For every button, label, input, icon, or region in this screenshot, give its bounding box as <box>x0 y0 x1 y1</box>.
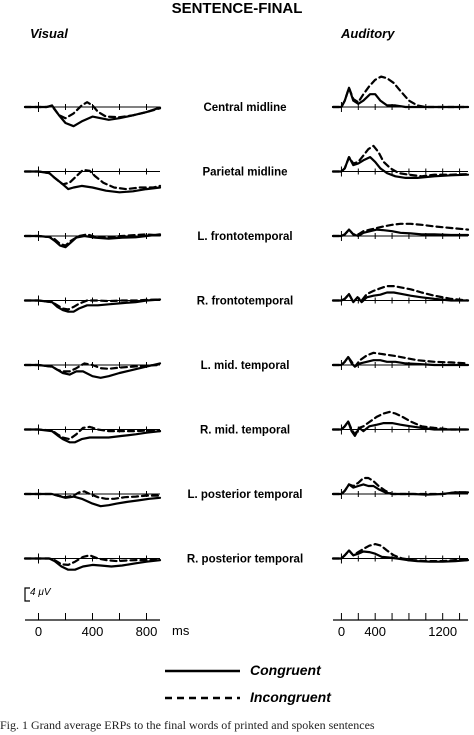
visual-x-tick-label: 400 <box>82 624 104 639</box>
figure-caption: Fig. 1 Grand average ERPs to the final w… <box>0 718 375 732</box>
electrode-label: R. frontotemporal <box>197 296 293 308</box>
auditory-r-mid-temporal-incongruent-wave <box>331 410 470 436</box>
electrode-label: Central midline <box>203 102 286 114</box>
auditory-l-posterior-temporal-incongruent-wave <box>331 476 470 496</box>
electrode-label: L. frontotemporal <box>197 231 292 243</box>
visual-parietal-midline-congruent-wave <box>23 170 162 194</box>
visual-parietal-midline-incongruent-wave <box>23 168 162 191</box>
visual-x-tick-label: 0 <box>35 624 42 639</box>
figure-title: SENTENCE-FINAL <box>172 0 303 17</box>
visual-l-mid-temporal-incongruent-wave <box>23 362 162 373</box>
electrode-labels: Central midline Parietal midline L. fronto… <box>187 102 303 566</box>
visual-l-posterior-temporal-congruent-wave <box>23 492 162 508</box>
visual-r-mid-temporal-incongruent-wave <box>23 425 162 441</box>
auditory-r-posterior-temporal-incongruent-wave <box>331 542 470 563</box>
auditory-x-tick-label: 1200 <box>428 624 457 639</box>
incongruent-legend-label: Incongruent <box>250 689 332 705</box>
electrode-label: Parietal midline <box>202 167 287 179</box>
auditory-parietal-midline-congruent-wave <box>331 156 470 179</box>
electrode-label: L. posterior temporal <box>187 489 302 501</box>
electrode-label: L. mid. temporal <box>201 360 290 372</box>
visual-r-posterior-temporal-incongruent-wave <box>23 554 162 567</box>
auditory-panel <box>331 75 470 564</box>
visual-panel-title: Visual <box>30 26 68 41</box>
visual-l-posterior-temporal-incongruent-wave <box>23 490 162 500</box>
legend: Congruent Incongruent <box>165 662 332 705</box>
visual-central-midline-incongruent-wave <box>23 101 162 120</box>
auditory-r-frontotemporal-incongruent-wave <box>331 285 470 304</box>
visual-x-tick-label: 800 <box>136 624 158 639</box>
auditory-x-tick-label: 400 <box>364 624 386 639</box>
visual-l-frontotemporal-incongruent-wave <box>23 233 162 247</box>
visual-r-frontotemporal-incongruent-wave <box>23 298 162 311</box>
auditory-l-mid-temporal-incongruent-wave <box>331 351 470 368</box>
auditory-panel-title: Auditory <box>340 26 395 41</box>
scale-bar <box>24 587 30 602</box>
time-axes: 4 μV ms 0 400 800 0 400 1200 <box>24 587 468 639</box>
auditory-r-frontotemporal-congruent-wave <box>331 291 470 304</box>
x-axis-unit-label: ms <box>172 623 190 638</box>
electrode-label: R. posterior temporal <box>187 554 303 566</box>
auditory-l-frontotemporal-incongruent-wave <box>331 222 470 238</box>
electrode-label: R. mid. temporal <box>200 425 290 437</box>
auditory-x-tick-label: 0 <box>338 624 345 639</box>
auditory-parietal-midline-incongruent-wave <box>331 144 470 178</box>
visual-panel <box>23 101 162 571</box>
congruent-legend-label: Congruent <box>250 662 322 678</box>
auditory-central-midline-incongruent-wave <box>331 75 470 109</box>
scale-bar-label: 4 μV <box>30 587 52 598</box>
